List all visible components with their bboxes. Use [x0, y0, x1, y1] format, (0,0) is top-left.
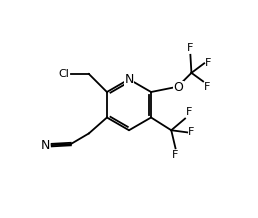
Text: F: F	[188, 127, 195, 137]
Text: O: O	[173, 81, 183, 94]
Text: F: F	[204, 82, 211, 92]
Text: N: N	[41, 139, 51, 152]
Text: F: F	[187, 43, 194, 53]
Text: F: F	[172, 150, 179, 160]
Text: Cl: Cl	[59, 69, 70, 79]
Text: N: N	[124, 73, 134, 86]
Text: F: F	[205, 58, 212, 68]
Text: F: F	[186, 107, 192, 118]
